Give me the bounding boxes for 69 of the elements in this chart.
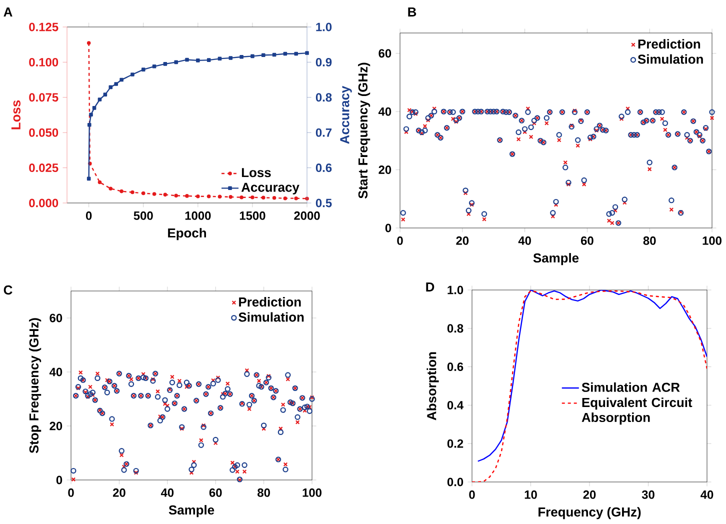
text: A xyxy=(4,8,12,16)
x-tick-label: 80 xyxy=(643,236,656,245)
y-tick-label: 0.050 xyxy=(29,128,58,137)
y2-tick-label: 0.6 xyxy=(316,164,332,172)
y-tick-label: 0.2 xyxy=(447,439,464,448)
text: B xyxy=(408,8,416,16)
legend-label: Simulation ACR xyxy=(582,382,680,392)
y2-axis-title: Accuracy xyxy=(340,86,352,144)
y-tick-label: 60 xyxy=(50,314,62,322)
y2-tick-label: 1.0 xyxy=(316,22,332,32)
y-tick-label: 20 xyxy=(378,166,392,174)
y-tick-label: 1.0 xyxy=(448,286,464,294)
x-axis-title: Epoch xyxy=(168,228,206,240)
y2-tick-label: 0.8 xyxy=(316,93,332,102)
x-tick-label: 40 xyxy=(700,490,714,499)
y-tick-label: 0.4 xyxy=(447,400,464,410)
y2-tick-label: 0.5 xyxy=(316,198,332,208)
y-tick-label: 40 xyxy=(378,107,392,116)
x-tick-label: 40 xyxy=(518,236,531,245)
text: D xyxy=(426,282,434,292)
y-tick-label: 40 xyxy=(49,368,62,376)
x-tick-label: 0 xyxy=(397,236,403,245)
x-tick-label: 1500 xyxy=(240,211,266,220)
x-tick-label: 80 xyxy=(258,488,270,497)
x-tick-label: 30 xyxy=(642,490,654,499)
y-tick-label: 0.0 xyxy=(447,478,464,486)
y2-tick-label: 0.9 xyxy=(316,58,332,66)
legend-label: Equivalent Circuit Absorption xyxy=(582,398,692,425)
text: C xyxy=(4,285,12,295)
x-axis-title: Sample xyxy=(533,253,579,266)
x-tick-label: 20 xyxy=(456,236,469,245)
x-tick-label: 1000 xyxy=(185,211,211,220)
y-tick-label: 0 xyxy=(56,476,62,484)
x-tick-label: 20 xyxy=(583,490,596,499)
legend-label: Prediction xyxy=(638,39,700,49)
y-tick-label: 0.075 xyxy=(29,93,58,102)
x-tick-label: 500 xyxy=(134,211,153,220)
x-tick-label: 10 xyxy=(524,490,537,499)
y-axis-title: Loss xyxy=(11,100,20,130)
legend-label: Prediction xyxy=(239,297,301,307)
x-axis-title: Sample xyxy=(168,505,214,518)
y-tick-label: 0.6 xyxy=(447,362,464,372)
y-tick-label: 0.025 xyxy=(29,164,58,172)
x-tick-label: 60 xyxy=(209,488,222,497)
y2-tick-label: 0.7 xyxy=(316,128,332,137)
y-tick-label: 0.000 xyxy=(29,198,58,208)
y-tick-label: 0 xyxy=(385,224,392,232)
x-tick-label: 60 xyxy=(581,236,594,245)
legend-label: Loss xyxy=(242,168,271,178)
y-tick-label: 0.125 xyxy=(29,22,58,32)
y-axis-title: Stop Frequency (GHz) xyxy=(29,318,42,454)
y-tick-label: 60 xyxy=(378,49,392,58)
x-tick-label: 2000 xyxy=(294,211,320,220)
y-axis-title: Absorption xyxy=(426,352,439,420)
x-tick-label: 100 xyxy=(702,236,722,245)
legend-label: Accuracy xyxy=(241,182,300,194)
x-tick-label: 20 xyxy=(112,488,126,497)
y-axis-title: Start Frequency (GHz) xyxy=(358,62,370,198)
x-tick-label: 40 xyxy=(160,488,174,497)
legend-label: Simulation xyxy=(638,54,703,64)
x-tick-label: 0 xyxy=(86,211,92,220)
y-tick-label: 20 xyxy=(50,422,62,430)
x-tick-label: 0 xyxy=(469,490,475,499)
x-tick-label: 0 xyxy=(68,488,74,497)
y-tick-label: 0.8 xyxy=(447,324,464,333)
y-tick-label: 0.100 xyxy=(29,58,58,66)
x-tick-label: 100 xyxy=(302,488,322,497)
x-axis-title: Frequency (GHz) xyxy=(538,507,641,520)
legend-label: Simulation xyxy=(238,312,304,322)
